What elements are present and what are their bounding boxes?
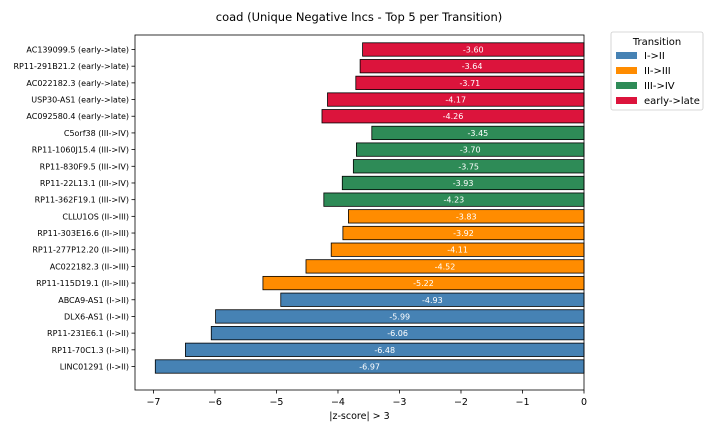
y-tick-label: RP11-830F9.5 (III->IV) bbox=[40, 162, 129, 171]
bar-value-label: -3.71 bbox=[460, 79, 481, 88]
y-tick-label: AC139099.5 (early->late) bbox=[26, 46, 129, 55]
legend-label: II->III bbox=[644, 66, 671, 77]
x-tick-label: −1 bbox=[515, 397, 529, 408]
y-tick-label: RP11-1060J15.4 (III->IV) bbox=[32, 146, 129, 155]
bar-value-label: -5.22 bbox=[413, 279, 434, 288]
legend-swatch bbox=[616, 52, 637, 59]
legend-label: early->late bbox=[644, 96, 700, 107]
y-tick-label: C5orf38 (III->IV) bbox=[64, 129, 129, 138]
legend: Transition I->II II->III III->IV early->lat… bbox=[610, 31, 704, 111]
bar-value-label: -3.45 bbox=[468, 129, 489, 138]
bar-value-label: -4.11 bbox=[447, 246, 468, 255]
bar-value-label: -3.93 bbox=[453, 179, 474, 188]
bar-value-label: -6.06 bbox=[387, 329, 408, 338]
bar-value-label: -6.97 bbox=[359, 363, 380, 372]
legend-swatch bbox=[616, 82, 637, 89]
x-tick-label: −3 bbox=[392, 397, 406, 408]
x-tick-label: −5 bbox=[269, 397, 283, 408]
y-tick-label: DLX6-AS1 (I->II) bbox=[64, 312, 129, 321]
legend-entries: I->II II->III III->IV early->late bbox=[616, 51, 700, 107]
plot-frame bbox=[134, 34, 585, 391]
y-tick-label: RP11-303E16.6 (II->III) bbox=[37, 229, 129, 238]
bar-value-label: -3.70 bbox=[460, 146, 481, 155]
y-tick-label: RP11-362F19.1 (III->IV) bbox=[35, 196, 129, 205]
y-tick-label: RP11-277P12.20 (II->III) bbox=[32, 246, 129, 255]
bar-value-label: -3.83 bbox=[456, 212, 477, 221]
legend-box bbox=[610, 31, 704, 111]
legend-label: III->IV bbox=[644, 81, 675, 92]
y-tick-label: AC022182.3 (II->III) bbox=[50, 262, 129, 271]
bar-value-label: -6.48 bbox=[374, 346, 395, 355]
x-tick-label: −2 bbox=[454, 397, 468, 408]
y-tick-label: RP11-115D19.1 (II->III) bbox=[36, 279, 129, 288]
y-tick-label: RP11-291B21.2 (early->late) bbox=[13, 62, 129, 71]
bar-value-label: -4.52 bbox=[435, 262, 456, 271]
bar-value-label: -3.75 bbox=[458, 162, 479, 171]
y-tick-label: AC092580.4 (early->late) bbox=[26, 112, 129, 121]
y-tick-label: AC022182.3 (early->late) bbox=[26, 79, 129, 88]
chart-title: coad (Unique Negative lncs - Top 5 per T… bbox=[216, 10, 502, 24]
bar-value-label: -3.92 bbox=[453, 229, 474, 238]
bar-value-label: -3.64 bbox=[462, 62, 483, 71]
y-tick-label: RP11-22L13.1 (III->IV) bbox=[40, 179, 129, 188]
legend-swatch bbox=[616, 67, 637, 74]
y-tick-label: RP11-70C1.3 (I->II) bbox=[52, 346, 129, 355]
x-axis-ticks: −7 −6 −5 −4 −3 −2 −1 0 bbox=[146, 390, 587, 408]
x-tick-label: −6 bbox=[208, 397, 222, 408]
x-tick-label: −7 bbox=[146, 397, 160, 408]
y-tick-label: CLLU1OS (II->III) bbox=[62, 212, 129, 221]
bar-value-label: -4.93 bbox=[422, 296, 443, 305]
legend-label: I->II bbox=[644, 51, 665, 62]
y-tick-label: RP11-231E6.1 (I->II) bbox=[47, 329, 129, 338]
x-tick-label: 0 bbox=[581, 397, 587, 408]
bars-layer: -3.60 -3.64 -3.71 -4.17 -4.26 -3.45 -3.70 -3.75… bbox=[154, 42, 585, 374]
y-tick-label: LINC01291 (I->II) bbox=[60, 363, 129, 372]
bar-value-label: -4.17 bbox=[445, 96, 466, 105]
y-tick-label: USP30-AS1 (early->late) bbox=[31, 96, 129, 105]
y-axis-ticks: AC139099.5 (early->late) RP11-291B21.2 (e… bbox=[13, 46, 135, 372]
bar-value-label: -5.99 bbox=[389, 312, 410, 321]
x-tick-label: −4 bbox=[331, 397, 345, 408]
bar-value-label: -4.26 bbox=[443, 112, 464, 121]
y-tick-label: ABCA9-AS1 (I->II) bbox=[58, 296, 129, 305]
legend-title: Transition bbox=[632, 37, 681, 48]
bar-value-label: -3.60 bbox=[463, 46, 484, 55]
x-axis-title: |z-score| > 3 bbox=[329, 411, 389, 422]
bar-value-label: -4.23 bbox=[444, 196, 465, 205]
legend-swatch bbox=[616, 97, 637, 104]
